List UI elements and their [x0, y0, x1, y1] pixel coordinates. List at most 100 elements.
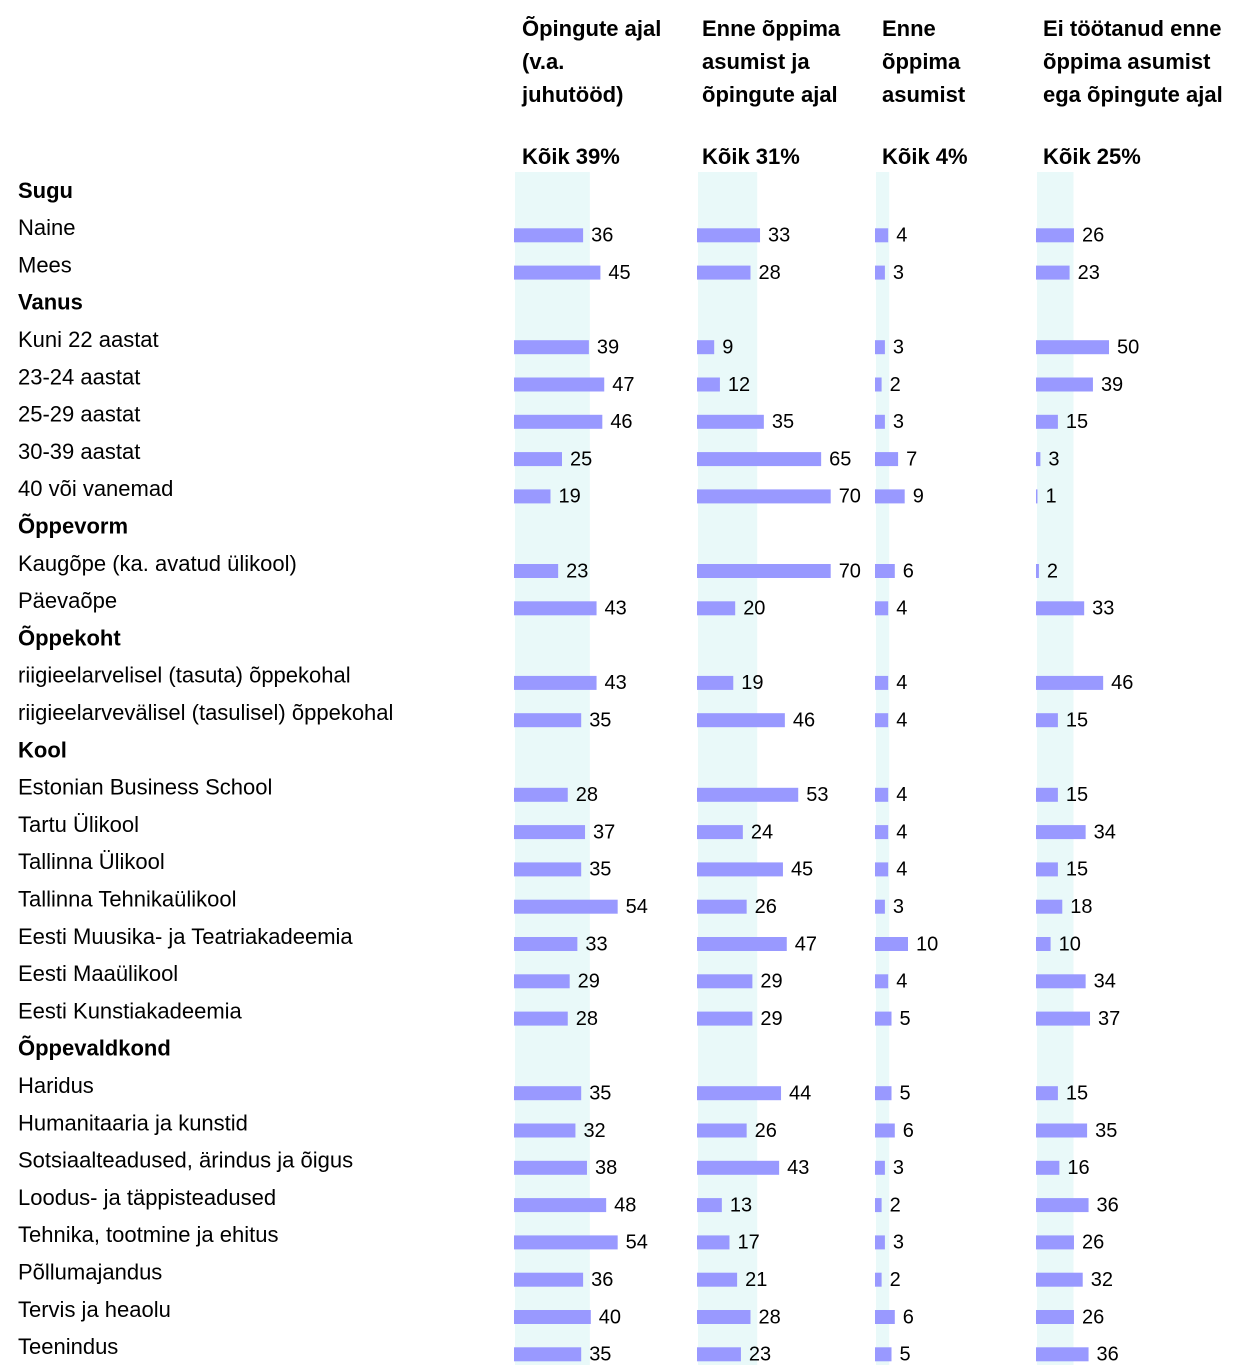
row-label: Päevaõpe	[18, 588, 117, 613]
bar	[1036, 489, 1038, 504]
bar	[514, 1198, 607, 1213]
value-label: 54	[626, 1232, 648, 1254]
row-label: Teenindus	[18, 1334, 118, 1359]
bar	[1036, 713, 1058, 728]
row-label: Tallinna Ülikool	[18, 849, 165, 874]
value-label: 10	[916, 933, 938, 955]
row-label: Kaugõpe (ka. avatud ülikool)	[18, 551, 297, 576]
value-label: 15	[1066, 859, 1088, 881]
bar	[875, 564, 895, 578]
bar	[875, 937, 908, 951]
value-label: 5	[900, 1344, 911, 1365]
value-label: 47	[612, 374, 634, 396]
value-label: 12	[728, 374, 750, 396]
value-label: 6	[903, 560, 914, 582]
bar	[697, 825, 743, 840]
bar	[697, 340, 715, 355]
bar	[697, 1086, 782, 1101]
value-label: 23	[749, 1344, 771, 1365]
value-label: 45	[608, 262, 630, 284]
bar	[875, 1347, 892, 1362]
bar	[514, 1310, 591, 1324]
value-label: 26	[1082, 1232, 1104, 1254]
bar	[1036, 937, 1051, 951]
bar	[875, 452, 899, 467]
bar	[514, 340, 589, 355]
value-label: 4	[896, 971, 907, 993]
bar	[697, 1198, 722, 1213]
bar	[514, 377, 605, 392]
group-label: Kool	[18, 737, 67, 762]
bar	[697, 675, 734, 690]
bar	[514, 862, 582, 877]
bar	[697, 1347, 741, 1362]
group-label: Õppevaldkond	[18, 1036, 171, 1061]
value-label: 70	[839, 486, 861, 508]
value-label: 19	[741, 672, 763, 694]
value-label: 18	[1070, 896, 1092, 918]
row-label: riigieelarvevälisel (tasulisel) õppekoha…	[18, 700, 393, 725]
row-label: Kuni 22 aastat	[18, 327, 159, 352]
bar	[1036, 340, 1109, 355]
value-label: 28	[758, 262, 780, 284]
value-label: 36	[591, 1269, 613, 1291]
row-label: riigieelarvelisel (tasuta) õppekohal	[18, 663, 351, 688]
series-name: Enne õppima asumist ja õpingute ajal	[702, 16, 841, 107]
bar	[1036, 1272, 1083, 1287]
bar	[875, 1198, 882, 1213]
value-label: 46	[1111, 672, 1133, 694]
bar	[514, 265, 601, 280]
value-label: 37	[1098, 1008, 1120, 1030]
bar	[1036, 1011, 1091, 1026]
bar	[697, 489, 831, 504]
value-label: 50	[1117, 336, 1139, 358]
value-label: 15	[1066, 411, 1088, 433]
bar	[875, 825, 889, 840]
bar	[697, 937, 787, 951]
value-label: 40	[599, 1306, 621, 1328]
overall-band	[876, 172, 890, 1365]
value-label: 3	[893, 262, 904, 284]
bar	[1036, 1310, 1074, 1324]
bar	[514, 937, 578, 951]
group-label: Vanus	[18, 290, 83, 315]
value-label: 36	[1097, 1344, 1119, 1365]
value-label: 32	[583, 1120, 605, 1142]
value-label: 3	[893, 411, 904, 433]
bar	[697, 564, 831, 578]
bar	[514, 675, 597, 690]
value-label: 35	[1095, 1120, 1117, 1142]
bar	[697, 601, 736, 616]
bar	[697, 974, 753, 989]
bar	[514, 601, 597, 616]
value-label: 3	[893, 1232, 904, 1254]
row-label: 30-39 aastat	[18, 439, 140, 464]
value-label: 23	[566, 560, 588, 582]
bar	[514, 1160, 587, 1175]
value-label: 4	[896, 709, 907, 731]
value-label: 29	[760, 971, 782, 993]
bar	[875, 228, 889, 243]
bar	[875, 1310, 895, 1324]
bar	[875, 974, 889, 989]
row-label: Tehnika, tootmine ja ehitus	[18, 1222, 279, 1247]
value-label: 45	[791, 859, 813, 881]
bar	[875, 1086, 892, 1101]
bar	[697, 377, 720, 392]
bar	[875, 1160, 885, 1175]
overall-label: Kõik 39%	[522, 144, 620, 169]
bar	[1036, 601, 1085, 616]
bar	[697, 1160, 780, 1175]
bar	[697, 862, 783, 877]
value-label: 28	[576, 784, 598, 806]
value-label: 5	[900, 1082, 911, 1104]
value-label: 39	[597, 336, 619, 358]
bar	[1036, 564, 1039, 578]
row-label: Tartu Ülikool	[18, 812, 139, 837]
row-label: Eesti Muusika- ja Teatriakadeemia	[18, 924, 353, 949]
bar	[875, 414, 885, 429]
value-label: 35	[589, 1344, 611, 1365]
bar	[1036, 899, 1063, 914]
value-label: 3	[893, 896, 904, 918]
